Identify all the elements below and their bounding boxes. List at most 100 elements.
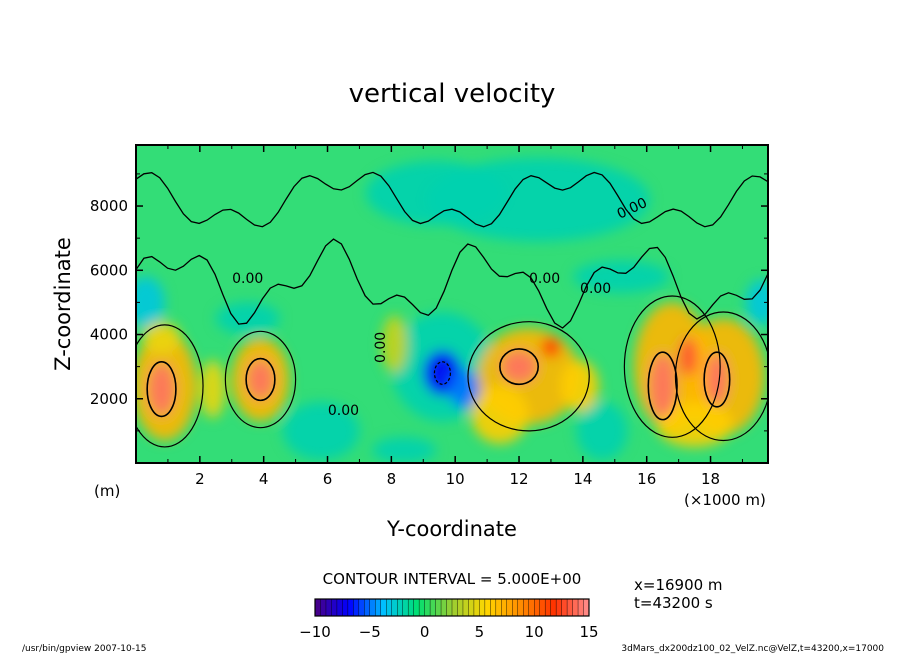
colorbar-cell <box>380 598 387 617</box>
colorbar-cell <box>386 598 393 617</box>
velocity-blob <box>381 315 408 374</box>
chart-title: vertical velocity <box>349 79 556 109</box>
colorbar-cell <box>468 598 475 617</box>
velocity-blob <box>678 337 698 377</box>
contour-line <box>703 351 731 408</box>
contour-line <box>136 171 768 228</box>
y-axis-label: Z-coordinate <box>51 237 75 371</box>
colorbar-cell <box>364 598 371 617</box>
colorbar-cell <box>501 598 508 617</box>
colorbar-cell <box>325 598 332 617</box>
colorbar-cell <box>577 598 585 617</box>
velocity-blob <box>471 385 529 444</box>
contour-label: 0.00 <box>328 403 359 419</box>
y-axis-ticks: 2000 4000 6000 8000 <box>90 173 768 432</box>
plot-area <box>136 145 768 463</box>
colorbar-cell <box>413 598 420 617</box>
colorbar-cell <box>435 598 442 617</box>
colorbar-tick-label: 15 <box>579 623 598 641</box>
velocity-blob <box>573 260 670 293</box>
colorbar-cell <box>429 598 437 617</box>
velocity-blob <box>560 360 599 412</box>
x-axis-label: Y-coordinate <box>386 517 517 541</box>
contour-line <box>623 295 721 438</box>
colorbar-cell <box>320 598 327 617</box>
velocity-blob <box>282 401 360 460</box>
colorbar-cell <box>314 598 321 617</box>
colorbar-cell <box>462 598 469 617</box>
colorbar-cell <box>424 598 431 617</box>
colorbar-cell <box>331 598 338 617</box>
colorbar-cell <box>566 598 574 617</box>
x-tick-label: 8 <box>387 470 397 488</box>
colorbar-cell <box>391 598 398 617</box>
colorbar-cell <box>534 598 541 617</box>
x-axis-ticks: 2 4 6 8 10 12 14 16 18 <box>167 145 743 488</box>
velocity-blob <box>541 337 561 358</box>
colorbar-cell <box>523 598 530 617</box>
colorbar-cell <box>512 598 519 617</box>
colorbar-tick-label: −5 <box>359 623 381 641</box>
colorbar-cell <box>369 598 376 617</box>
x-tick-label: 10 <box>446 470 465 488</box>
x-tick-label: 2 <box>195 470 205 488</box>
x-position-info: x=16900 m <box>634 576 723 594</box>
colorbar-tick-label: 0 <box>420 623 430 641</box>
contour-line <box>146 361 177 418</box>
colorbar-cell <box>528 598 535 617</box>
colorbar-cell <box>479 598 486 617</box>
colorbar-cell <box>397 598 404 617</box>
y-tick-label: 2000 <box>90 390 128 408</box>
colorbar-cell <box>407 598 415 617</box>
x-tick-label: 12 <box>509 470 528 488</box>
colorbar-cell <box>347 598 354 617</box>
contour-label: 0.00 <box>580 281 611 297</box>
colorbar-cell <box>375 598 382 617</box>
contour-label: 0.00 <box>373 332 389 363</box>
velocity-blob <box>148 363 175 415</box>
colorbar-cell <box>555 598 563 617</box>
colorbar-cell <box>358 598 365 617</box>
velocity-blob <box>501 350 537 383</box>
contour-line <box>499 348 539 386</box>
contour-interval: CONTOUR INTERVAL = 5.000E+00 <box>323 570 582 588</box>
x-tick-label: 14 <box>573 470 592 488</box>
velocity-blob <box>705 353 729 406</box>
time-info: t=43200 s <box>634 594 713 612</box>
velocity-blob <box>745 279 768 325</box>
contour-line <box>136 324 204 448</box>
x-tick-label: 18 <box>701 470 720 488</box>
velocity-blob <box>199 360 226 419</box>
x-unit-note: (×1000 m) <box>684 491 766 509</box>
velocity-blob <box>372 437 437 463</box>
contour-line <box>224 330 297 429</box>
colorbar-tick-label: 5 <box>475 623 485 641</box>
y-tick-label: 6000 <box>90 261 128 279</box>
colorbar-cell <box>550 598 557 617</box>
colorbar-cell <box>440 598 448 617</box>
footer-left: /usr/bin/gpview 2007-10-15 <box>22 644 146 654</box>
zero-contours <box>136 171 768 448</box>
colorbar-cell <box>517 598 524 617</box>
contour-line <box>136 238 768 329</box>
colorbar-cell <box>495 598 502 617</box>
velocity-field <box>136 157 768 463</box>
y-tick-label: 4000 <box>90 326 128 344</box>
contour-line <box>647 351 678 421</box>
colorbar-cell <box>418 598 426 617</box>
contour-line <box>467 321 590 432</box>
x-tick-label: 6 <box>323 470 333 488</box>
colorbar-cell <box>446 598 453 617</box>
velocity-blob <box>215 302 280 335</box>
velocity-blob <box>136 276 165 329</box>
contour-line <box>674 311 768 442</box>
colorbar-cell <box>353 598 360 617</box>
colorbar-frame <box>314 598 590 617</box>
contour-line <box>433 361 452 385</box>
colorbar-cell <box>544 598 552 617</box>
velocity-blob <box>649 353 676 419</box>
colorbar-cell <box>490 598 497 617</box>
colorbar-cell <box>572 598 579 617</box>
colorbar-cell <box>457 598 464 617</box>
